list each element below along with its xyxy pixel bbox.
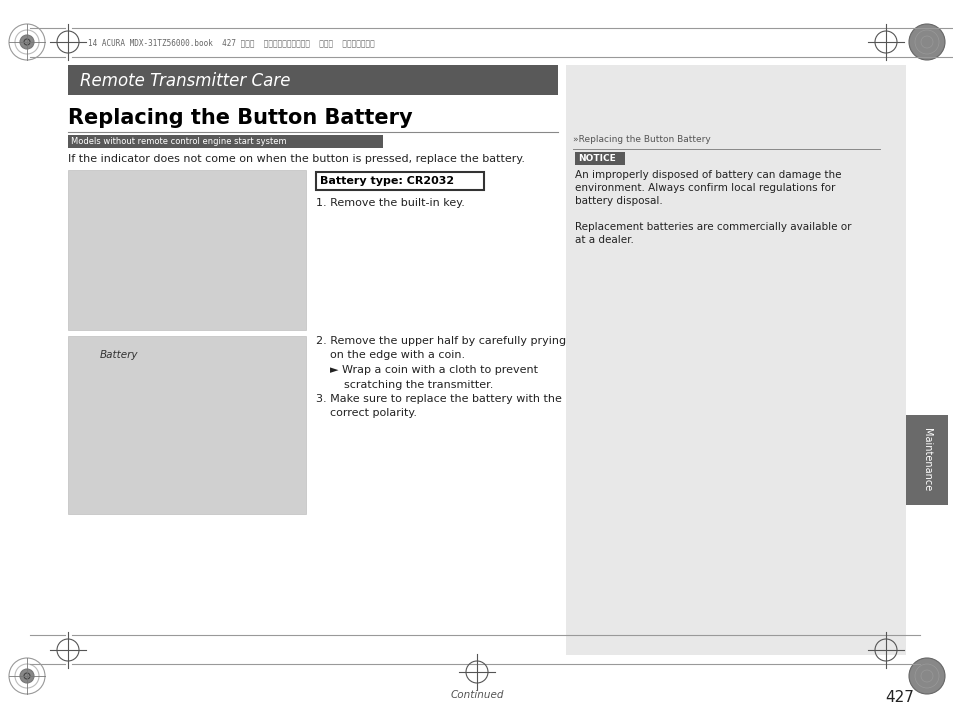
Text: An improperly disposed of battery can damage the: An improperly disposed of battery can da… [575,170,841,180]
Text: »Replacing the Button Battery: »Replacing the Button Battery [573,135,710,144]
Text: 427: 427 [884,690,914,705]
Circle shape [24,39,30,45]
Text: 2. Remove the upper half by carefully prying: 2. Remove the upper half by carefully pr… [315,336,565,346]
Bar [68,170,306,330]
Circle shape [20,35,34,49]
Text: Battery: Battery [100,350,138,360]
Text: NOTICE: NOTICE [578,154,615,163]
Circle shape [908,658,944,694]
Text: Replacement batteries are commercially available or: Replacement batteries are commercially a… [575,222,851,232]
Circle shape [908,24,944,60]
Text: Continued: Continued [450,690,503,700]
Text: If the indicator does not come on when the button is pressed, replace the batter: If the indicator does not come on when t… [68,154,524,164]
Circle shape [24,673,30,679]
Bar [905,415,947,505]
Text: 1. Remove the built-in key.: 1. Remove the built-in key. [315,198,464,208]
Text: battery disposal.: battery disposal. [575,196,662,206]
Text: scratching the transmitter.: scratching the transmitter. [315,380,493,389]
Text: on the edge with a coin.: on the edge with a coin. [315,350,465,360]
Text: Remote Transmitter Care: Remote Transmitter Care [80,72,291,90]
Bar [565,65,905,655]
Text: at a dealer.: at a dealer. [575,235,633,245]
Text: Battery type: CR2032: Battery type: CR2032 [319,176,454,186]
Text: Models without remote control engine start system: Models without remote control engine sta… [71,137,286,146]
Circle shape [20,669,34,683]
Bar [68,135,382,148]
Text: environment. Always confirm local regulations for: environment. Always confirm local regula… [575,183,835,193]
Text: ► Wrap a coin with a cloth to prevent: ► Wrap a coin with a cloth to prevent [315,365,537,375]
Bar [68,336,306,514]
Text: Maintenance: Maintenance [921,429,931,492]
Bar [575,152,624,165]
Text: correct polarity.: correct polarity. [315,409,416,419]
Text: Replacing the Button Battery: Replacing the Button Battery [68,108,413,128]
Bar [68,65,558,95]
Text: 14 ACURA MDX-31TZ56000.book  427 ページ  ２０１４年２月２６日  水曜日  午後４時５３分: 14 ACURA MDX-31TZ56000.book 427 ページ ２０１４… [88,39,375,47]
Bar [315,172,483,190]
Text: 3. Make sure to replace the battery with the: 3. Make sure to replace the battery with… [315,394,561,404]
